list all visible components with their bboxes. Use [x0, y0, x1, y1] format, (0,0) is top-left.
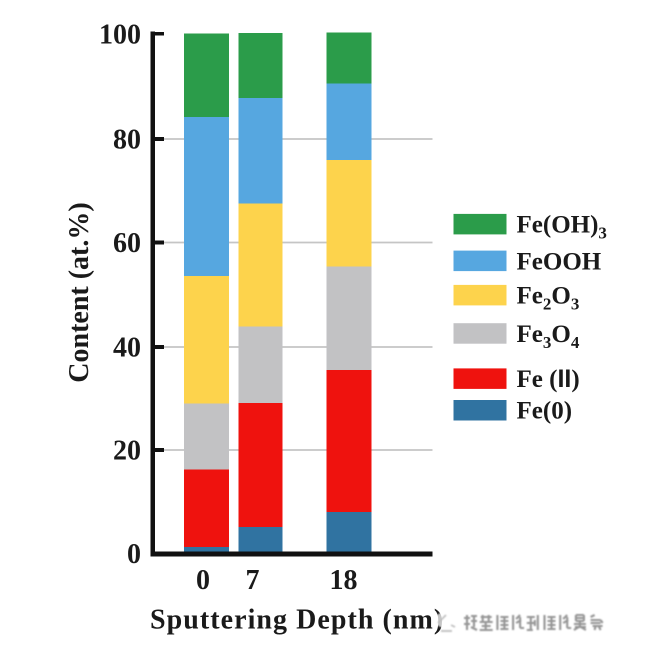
svg-text:40: 40	[113, 333, 141, 364]
svg-text:0: 0	[196, 565, 210, 596]
svg-text:Fe(0): Fe(0)	[517, 398, 573, 425]
svg-text:60: 60	[113, 228, 141, 259]
svg-text:0: 0	[127, 539, 141, 570]
svg-text:20: 20	[113, 436, 141, 467]
svg-text:7: 7	[246, 565, 260, 596]
svg-text:Content (at.%): Content (at.%)	[64, 202, 95, 382]
svg-text:FeOOH: FeOOH	[517, 248, 602, 275]
svg-text:18: 18	[330, 565, 358, 596]
svg-text:Fe(OH)3: Fe(OH)3	[517, 212, 607, 243]
svg-text:Fe (II): Fe (II)	[517, 365, 580, 393]
svg-text:100: 100	[99, 20, 141, 51]
svg-text:Sputtering Depth (nm): Sputtering Depth (nm)	[150, 605, 444, 636]
svg-text:80: 80	[113, 125, 141, 156]
svg-text:Fe3O4: Fe3O4	[517, 321, 580, 352]
